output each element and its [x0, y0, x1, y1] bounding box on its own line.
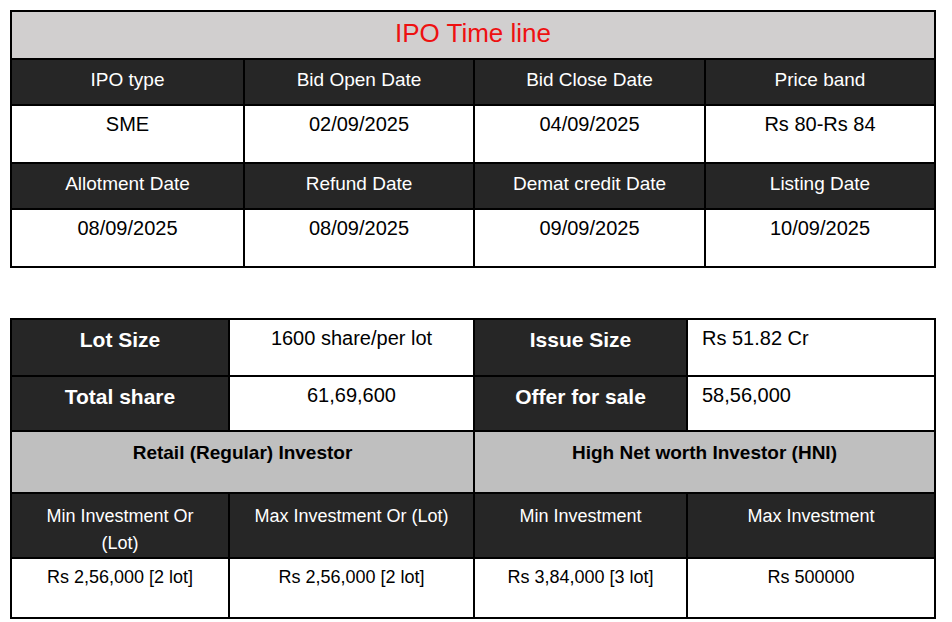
ipo-timeline-table: IPO Time line IPO type Bid Open Date Bid… — [10, 10, 936, 268]
hni-min-investment-value-cell: Rs 3,84,000 [3 lot] — [474, 558, 687, 618]
ipo-type-header-cell: IPO type — [11, 59, 244, 105]
bid-open-date-header-cell: Bid Open Date — [244, 59, 474, 105]
offer-for-sale-label-cell: Offer for sale — [474, 376, 687, 431]
total-share-label-cell: Total share — [11, 376, 229, 431]
ipo-type-value-cell: SME — [11, 105, 244, 163]
issue-size-value-cell: Rs 51.82 Cr — [687, 319, 935, 376]
retail-max-investment-header-cell: Max Investment Or (Lot) — [229, 493, 474, 558]
bid-open-date-value-cell: 02/09/2025 — [244, 105, 474, 163]
price-band-value-cell: Rs 80-Rs 84 — [705, 105, 935, 163]
hni-max-investment-header-cell: Max Investment — [687, 493, 935, 558]
ipo-timeline-title: IPO Time line — [11, 11, 935, 59]
allotment-date-header-cell: Allotment Date — [11, 163, 244, 209]
ipo-details-table: Lot Size 1600 share/per lot Issue Size R… — [10, 318, 936, 619]
hni-max-investment-value-cell: Rs 500000 — [687, 558, 935, 618]
slide-canvas: IPO Time line IPO type Bid Open Date Bid… — [0, 0, 952, 622]
issue-size-label-cell: Issue Size — [474, 319, 687, 376]
hni-min-investment-header-cell: Min Investment — [474, 493, 687, 558]
listing-date-value-cell: 10/09/2025 — [705, 209, 935, 267]
demat-credit-date-header-cell: Demat credit Date — [474, 163, 705, 209]
retail-min-investment-header-cell: Min Investment Or (Lot) — [11, 493, 229, 558]
retail-min-investment-value-cell: Rs 2,56,000 [2 lot] — [11, 558, 229, 618]
total-share-value-cell: 61,69,600 — [229, 376, 474, 431]
retail-max-investment-value-cell: Rs 2,56,000 [2 lot] — [229, 558, 474, 618]
listing-date-header-cell: Listing Date — [705, 163, 935, 209]
price-band-header-cell: Price band — [705, 59, 935, 105]
refund-date-header-cell: Refund Date — [244, 163, 474, 209]
hni-investor-group-header-cell: High Net worth Investor (HNI) — [474, 431, 935, 493]
retail-investor-group-header-cell: Retail (Regular) Investor — [11, 431, 474, 493]
offer-for-sale-value-cell: 58,56,000 — [687, 376, 935, 431]
bid-close-date-header-cell: Bid Close Date — [474, 59, 705, 105]
lot-size-value-cell: 1600 share/per lot — [229, 319, 474, 376]
allotment-date-value-cell: 08/09/2025 — [11, 209, 244, 267]
refund-date-value-cell: 08/09/2025 — [244, 209, 474, 267]
demat-credit-date-value-cell: 09/09/2025 — [474, 209, 705, 267]
bid-close-date-value-cell: 04/09/2025 — [474, 105, 705, 163]
lot-size-label-cell: Lot Size — [11, 319, 229, 376]
